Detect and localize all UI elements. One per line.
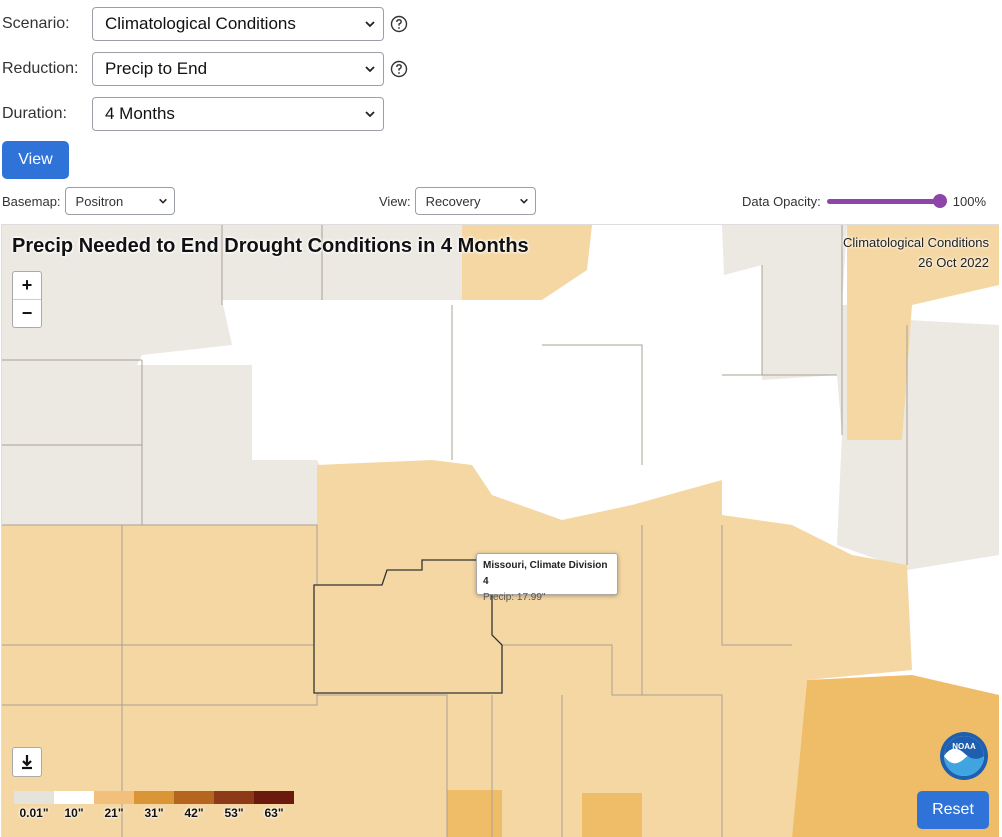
opacity-slider-thumb[interactable] bbox=[932, 194, 947, 208]
tooltip-region: Missouri, Climate Division 4 bbox=[483, 560, 608, 587]
reset-button[interactable]: Reset bbox=[917, 791, 989, 829]
noaa-logo-text: NOAA bbox=[952, 742, 976, 751]
legend-label: 53" bbox=[224, 806, 244, 820]
region-borders bbox=[2, 225, 908, 837]
chevron-down-icon bbox=[365, 21, 375, 28]
legend-swatch bbox=[54, 791, 94, 804]
help-icon[interactable] bbox=[390, 15, 408, 33]
reduction-label: Reduction: bbox=[2, 60, 79, 77]
region-tooltip: Missouri, Climate Division 4 Precip: 17.… bbox=[476, 553, 618, 603]
region-medium bbox=[582, 793, 642, 837]
opacity-control: Data Opacity: 100% bbox=[742, 186, 986, 216]
legend-label: 10" bbox=[64, 806, 84, 820]
basemap-value: Positron bbox=[75, 193, 124, 209]
duration-label: Duration: bbox=[2, 105, 67, 122]
legend-swatch bbox=[254, 791, 294, 804]
chevron-down-icon bbox=[365, 66, 375, 73]
zoom-in-button[interactable]: + bbox=[21, 275, 33, 295]
legend-swatch bbox=[14, 791, 54, 804]
view-button[interactable]: View bbox=[2, 141, 69, 179]
legend-item: 21" bbox=[94, 791, 134, 820]
chevron-down-icon bbox=[365, 111, 375, 118]
legend-item: 10" bbox=[54, 791, 94, 820]
legend-swatch bbox=[174, 791, 214, 804]
opacity-slider[interactable] bbox=[826, 194, 947, 208]
legend-item: 0.01" bbox=[14, 791, 54, 820]
chevron-down-icon bbox=[519, 198, 528, 204]
reduction-value: Precip to End bbox=[105, 59, 208, 78]
tooltip-value: Precip: 17.99" bbox=[483, 592, 546, 603]
scenario-value: Climatological Conditions bbox=[105, 14, 296, 33]
map[interactable]: Precip Needed to End Drought Conditions … bbox=[1, 224, 999, 837]
map-title: Precip Needed to End Drought Conditions … bbox=[12, 235, 529, 257]
map-meta: Climatological Conditions 26 Oct 2022 bbox=[843, 233, 989, 273]
basemap-label: Basemap: bbox=[2, 193, 61, 209]
legend: 0.01" 10" 21" 31" 42" 53" 63" bbox=[14, 791, 294, 820]
region-medium bbox=[447, 790, 502, 837]
view-value: Recovery bbox=[425, 193, 481, 209]
noaa-logo: NOAA bbox=[940, 732, 988, 780]
legend-item: 31" bbox=[134, 791, 174, 820]
basemap-control: Basemap: Positron bbox=[2, 186, 175, 216]
chevron-down-icon bbox=[158, 198, 167, 204]
reduction-row: Reduction: Precip to End bbox=[0, 51, 408, 87]
opacity-label: Data Opacity: bbox=[742, 193, 821, 209]
download-icon bbox=[22, 755, 32, 770]
view-label: View: bbox=[379, 193, 411, 209]
map-regions bbox=[2, 225, 999, 837]
region-light bbox=[847, 225, 999, 440]
duration-row: Duration: 4 Months bbox=[0, 96, 384, 132]
view-control: View: Recovery bbox=[379, 186, 536, 216]
scenario-row: Scenario: Climatological Conditions bbox=[0, 6, 408, 42]
reduction-select[interactable]: Precip to End bbox=[92, 52, 384, 86]
opacity-value: 100% bbox=[952, 193, 987, 209]
legend-label: 63" bbox=[264, 806, 284, 820]
legend-label: 0.01" bbox=[19, 806, 49, 820]
zoom-out-button[interactable]: − bbox=[13, 299, 41, 327]
help-icon[interactable] bbox=[390, 60, 408, 78]
region-light bbox=[462, 225, 592, 300]
legend-label: 42" bbox=[184, 806, 204, 820]
scenario-select[interactable]: Climatological Conditions bbox=[92, 7, 384, 41]
duration-select[interactable]: 4 Months bbox=[92, 97, 384, 131]
download-button[interactable] bbox=[12, 747, 42, 777]
zoom-control: + − bbox=[12, 271, 42, 328]
scenario-label: Scenario: bbox=[2, 15, 70, 32]
legend-item: 42" bbox=[174, 791, 214, 820]
legend-item: 63" bbox=[254, 791, 294, 820]
legend-label: 31" bbox=[144, 806, 164, 820]
date-caption: 26 Oct 2022 bbox=[918, 255, 989, 270]
opacity-slider-track bbox=[826, 199, 945, 204]
legend-swatch bbox=[134, 791, 174, 804]
legend-label: 21" bbox=[104, 806, 124, 820]
legend-swatch bbox=[94, 791, 134, 804]
legend-swatch bbox=[214, 791, 254, 804]
duration-value: 4 Months bbox=[105, 104, 175, 123]
scenario-caption: Climatological Conditions bbox=[843, 235, 989, 250]
view-select[interactable]: Recovery bbox=[414, 187, 536, 215]
basemap-select[interactable]: Positron bbox=[64, 187, 175, 215]
legend-item: 53" bbox=[214, 791, 254, 820]
